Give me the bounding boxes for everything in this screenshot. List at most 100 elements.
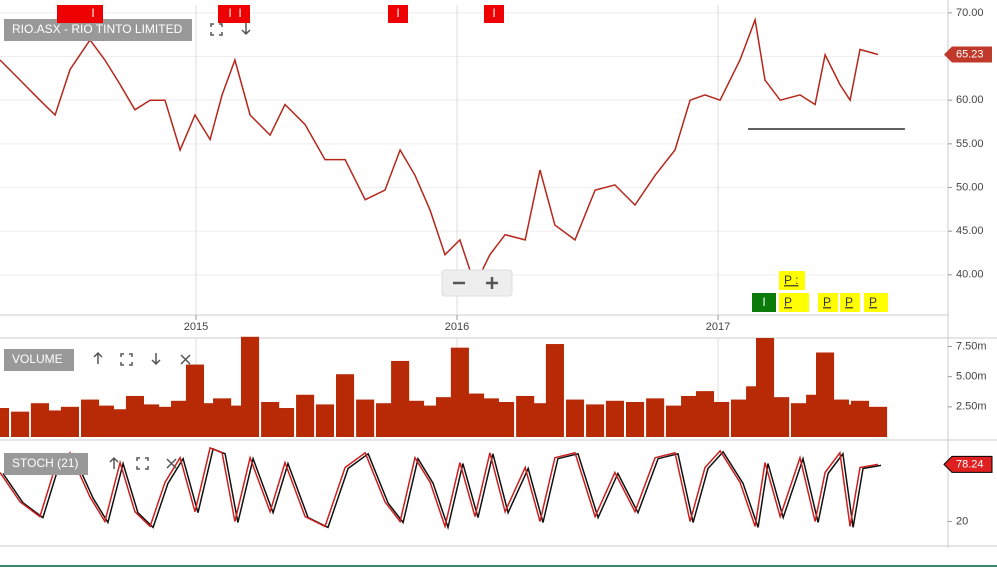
title-box xyxy=(4,349,74,371)
volume-bar xyxy=(155,406,175,437)
event-label: P xyxy=(823,295,831,309)
y-tick-label: 5.00m xyxy=(956,371,987,383)
volume-bar xyxy=(60,406,79,437)
y-tick-label: 70.00 xyxy=(956,7,984,19)
volume-bar xyxy=(516,395,535,437)
event-marker[interactable] xyxy=(752,293,776,312)
event-label: I xyxy=(228,6,231,20)
volume-bar xyxy=(790,403,810,437)
volume-bar xyxy=(565,399,585,437)
y-tick-label: 45.00 xyxy=(956,225,984,237)
y-tick-label: 7.50m xyxy=(956,340,987,352)
last-value-label: 65.23 xyxy=(956,48,984,60)
volume-bar xyxy=(496,401,515,437)
title-box xyxy=(4,19,192,41)
zoom-control[interactable] xyxy=(441,269,513,297)
zoom-icons[interactable] xyxy=(453,277,498,289)
event-marker[interactable] xyxy=(779,271,805,290)
volume-bar xyxy=(730,399,750,437)
series-line xyxy=(0,446,879,530)
event-label: P xyxy=(869,295,877,309)
event-marker[interactable] xyxy=(484,5,504,23)
volume-bar xyxy=(711,401,730,437)
last-value-label: 78.24 xyxy=(956,458,984,470)
volume-bar xyxy=(261,401,280,437)
volume-bar xyxy=(465,393,485,437)
volume-bar xyxy=(681,395,700,437)
volume-bar xyxy=(586,404,605,437)
volume-bar xyxy=(626,401,645,437)
volume-bar xyxy=(771,397,790,437)
event-marker[interactable] xyxy=(840,293,860,312)
event-marker[interactable] xyxy=(864,293,888,312)
toolbar-icons[interactable] xyxy=(93,23,251,470)
volume-bar xyxy=(665,405,685,437)
event-label: I xyxy=(762,295,765,309)
volume-bar xyxy=(869,406,888,437)
volume-bar xyxy=(605,400,624,437)
volume-bar xyxy=(125,395,144,437)
volume-bar xyxy=(185,364,205,437)
y-tick-label: 55.00 xyxy=(956,138,984,150)
volume-bar xyxy=(95,405,114,437)
event-label: I xyxy=(492,6,495,20)
series-line xyxy=(0,16,879,288)
volume-bar xyxy=(0,408,10,437)
event-marker[interactable] xyxy=(388,5,408,23)
stoch-signal xyxy=(2,447,882,531)
y-tick-label: 2.50m xyxy=(956,401,987,413)
volume-bar xyxy=(850,400,870,437)
volume-bar xyxy=(296,394,315,437)
event-label: I xyxy=(396,6,399,20)
volume-bar xyxy=(225,405,244,437)
title-box xyxy=(4,453,88,475)
volume-bar xyxy=(450,347,469,437)
volume-bar xyxy=(545,344,564,437)
volume-bar xyxy=(81,399,100,437)
y-tick-label: 20 xyxy=(956,515,968,527)
x-tick-label: 2015 xyxy=(184,321,208,333)
y-tick-label: 60.00 xyxy=(956,94,984,106)
y-tick-label: 50.00 xyxy=(956,181,984,193)
volume-bar xyxy=(695,391,715,437)
volume-bar xyxy=(435,397,455,437)
volume-bar xyxy=(480,398,499,437)
panel-title: STOCH (21) xyxy=(12,456,78,470)
x-tick-label: 2017 xyxy=(706,321,730,333)
volume-bar xyxy=(336,374,355,437)
event-label: I xyxy=(91,6,94,20)
last-value-tag xyxy=(943,455,993,473)
volume-bar xyxy=(46,410,65,437)
last-value-tag xyxy=(944,46,992,63)
volume-bar xyxy=(241,336,260,437)
volume-bar xyxy=(375,403,395,437)
chart-title: RIO.ASX - RIO TINTO LIMITED xyxy=(12,22,183,36)
volume-bar xyxy=(391,360,410,437)
event-label: I xyxy=(238,6,241,20)
volume-bar xyxy=(530,403,550,437)
event-marker[interactable] xyxy=(57,5,103,23)
volume-bar xyxy=(141,404,160,437)
volume-bar xyxy=(646,398,665,437)
event-label: P : xyxy=(784,273,798,287)
volume-bar xyxy=(11,411,30,437)
volume-bar xyxy=(171,400,190,437)
volume-bar xyxy=(816,352,835,437)
event-marker[interactable] xyxy=(218,5,250,23)
y-tick-label: 40.00 xyxy=(956,269,984,281)
event-marker[interactable] xyxy=(818,293,838,312)
volume-bar xyxy=(275,408,295,437)
event-marker[interactable] xyxy=(779,293,809,312)
volume-bar xyxy=(30,403,49,437)
event-label: P xyxy=(784,295,792,309)
volume-bar xyxy=(421,405,440,437)
event-label: P xyxy=(845,295,853,309)
volume-bar xyxy=(111,409,130,437)
volume-bar xyxy=(315,404,335,437)
volume-bar xyxy=(356,399,375,437)
volume-bar xyxy=(405,400,425,437)
x-tick-label: 2016 xyxy=(445,321,469,333)
volume-bar xyxy=(755,338,775,437)
panel-title: VOLUME xyxy=(12,352,63,366)
